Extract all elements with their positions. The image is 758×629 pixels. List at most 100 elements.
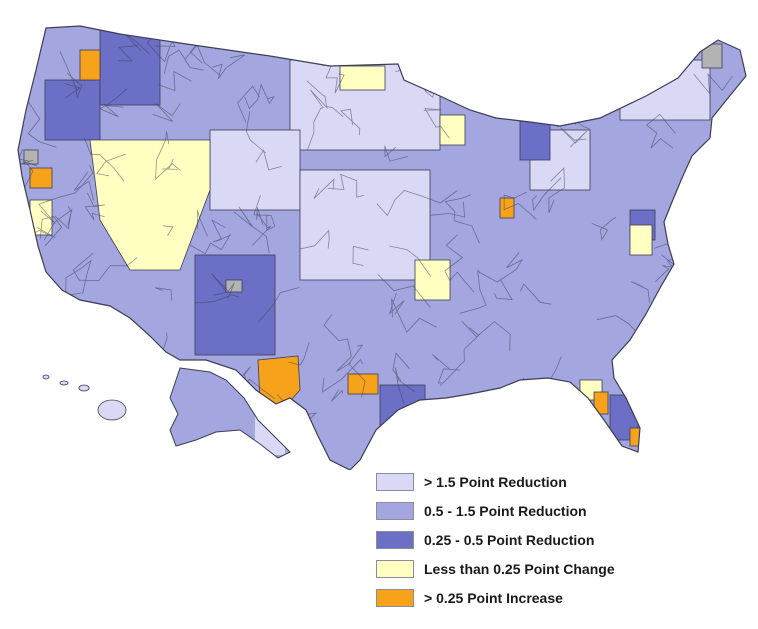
county-boundary — [576, 82, 598, 110]
legend-label: Less than 0.25 Point Change — [424, 561, 615, 577]
contiguous-us — [17, 25, 747, 470]
county-boundary — [189, 233, 231, 255]
county-boundary — [99, 88, 128, 118]
county-boundary — [532, 177, 562, 212]
legend-item-increase: > 0.25 Point Increase — [376, 586, 676, 615]
county-boundary — [155, 131, 181, 180]
county-boundary — [459, 270, 487, 314]
county-boundary — [98, 354, 132, 381]
county-boundary — [18, 160, 38, 190]
county-boundary — [211, 219, 231, 243]
legend-swatch — [376, 560, 414, 578]
county-boundary — [307, 89, 328, 150]
region-central-texas — [347, 373, 379, 395]
county-boundary — [487, 64, 502, 105]
county-boundary — [59, 51, 78, 91]
county-boundary — [151, 384, 169, 435]
county-boundary — [152, 103, 181, 122]
county-boundary — [211, 273, 235, 299]
county-boundary — [299, 229, 330, 250]
county-boundary — [519, 283, 552, 305]
legend-label: > 0.25 Point Increase — [424, 590, 563, 606]
county-boundary — [700, 319, 720, 346]
county-boundary — [661, 427, 674, 443]
county-boundary — [43, 208, 73, 241]
county-boundary — [245, 111, 266, 154]
region-no-data-nm — [225, 279, 243, 293]
county-boundary — [352, 245, 369, 266]
county-boundary — [154, 287, 173, 301]
county-boundary — [555, 392, 576, 429]
county-boundary — [31, 345, 69, 369]
county-boundary — [523, 400, 544, 455]
county-boundary — [451, 68, 477, 86]
hawaii — [42, 374, 127, 421]
county-boundary — [327, 173, 364, 198]
alaska-outline — [169, 367, 291, 459]
legend: > 1.5 Point Reduction 0.5 - 1.5 Point Re… — [376, 470, 676, 615]
county-boundary — [560, 127, 588, 148]
county-boundary — [330, 389, 343, 402]
legend-label: 0.5 - 1.5 Point Reduction — [424, 503, 587, 519]
county-boundary — [444, 194, 480, 244]
region-idaho-north — [99, 29, 161, 106]
county-boundary — [595, 57, 616, 107]
county-boundary — [233, 206, 270, 254]
county-boundary — [313, 178, 335, 199]
county-boundary — [322, 358, 363, 393]
region-west-texas — [257, 355, 301, 413]
region-ozarks — [414, 259, 451, 301]
county-boundary — [84, 138, 125, 182]
county-boundary — [54, 205, 72, 230]
us-map — [17, 25, 747, 470]
county-boundary — [503, 191, 537, 220]
county-boundary — [340, 108, 361, 136]
county-boundary — [253, 195, 276, 231]
legend-item-small-reduction: 0.25 - 0.5 Point Reduction — [376, 528, 676, 557]
county-boundary — [456, 430, 473, 446]
region-east-texas — [379, 384, 426, 426]
county-boundary — [384, 145, 408, 162]
county-boundary — [424, 26, 449, 45]
region-wisconsin — [439, 114, 466, 146]
legend-label: 0.25 - 0.5 Point Reduction — [424, 532, 595, 548]
county-boundary — [692, 322, 707, 373]
county-boundary — [325, 61, 345, 94]
county-boundary — [377, 274, 431, 308]
county-boundary — [18, 299, 36, 344]
county-boundary — [376, 190, 458, 217]
county-boundary — [444, 234, 475, 293]
county-boundary — [700, 275, 722, 307]
county-boundary — [544, 414, 576, 439]
county-boundary — [84, 192, 105, 221]
county-boundary — [64, 72, 83, 99]
region-north-dakota-west — [339, 65, 386, 91]
region-oregon-west — [44, 79, 101, 141]
county-boundary — [196, 210, 208, 237]
island-oahu — [59, 380, 69, 386]
county-boundary — [123, 31, 150, 55]
county-boundary — [96, 153, 126, 177]
county-boundary — [648, 28, 676, 43]
region-michigan — [519, 109, 551, 161]
region-florida-gulf — [593, 391, 609, 415]
county-boundary — [631, 281, 650, 303]
county-boundary — [288, 342, 310, 366]
county-boundary — [163, 225, 174, 236]
legend-swatch — [376, 589, 414, 607]
county-boundary — [514, 421, 548, 441]
legend-swatch — [376, 502, 414, 520]
legend-swatch — [376, 473, 414, 491]
county-boundary — [497, 440, 518, 467]
county-boundary — [432, 354, 461, 384]
county-boundary — [693, 72, 733, 95]
county-boundary — [388, 293, 405, 315]
county-boundary — [237, 85, 260, 123]
legend-swatch — [376, 531, 414, 549]
county-boundary — [257, 287, 300, 323]
island-kauai — [42, 374, 50, 380]
county-boundary — [38, 165, 94, 224]
county-boundary — [194, 294, 240, 304]
county-boundary — [384, 26, 406, 46]
region-new-mexico — [194, 254, 276, 356]
